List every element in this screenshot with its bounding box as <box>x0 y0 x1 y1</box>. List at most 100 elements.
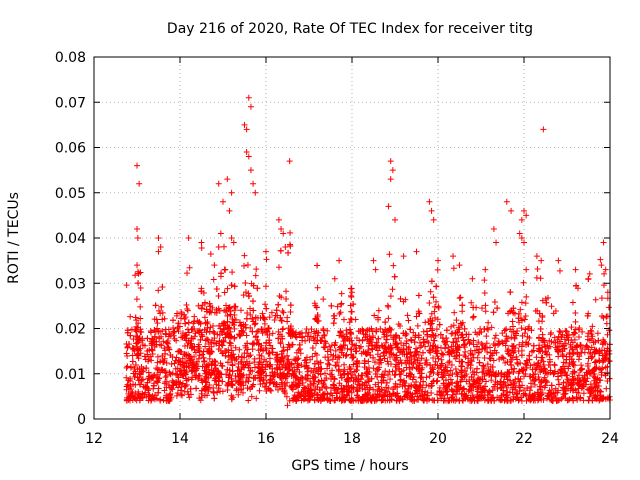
data-point <box>145 369 152 376</box>
data-point <box>134 225 140 232</box>
data-point <box>332 347 339 354</box>
data-point <box>283 288 290 295</box>
data-point <box>445 359 452 366</box>
data-point <box>133 340 140 347</box>
data-point <box>426 373 433 380</box>
data-point <box>391 273 398 280</box>
data-point <box>327 346 334 353</box>
data-point <box>495 370 502 377</box>
data-point <box>389 286 396 293</box>
data-point <box>434 316 441 323</box>
data-point <box>247 305 254 312</box>
data-point <box>298 362 305 369</box>
data-point <box>457 294 464 301</box>
data-point <box>547 362 554 369</box>
data-point <box>215 180 222 187</box>
x-tick-label: 14 <box>171 431 189 447</box>
data-point <box>228 282 235 289</box>
data-point <box>469 314 476 321</box>
data-point <box>155 235 162 241</box>
data-point <box>344 345 351 352</box>
data-point <box>163 359 170 366</box>
data-point <box>220 198 226 205</box>
data-point <box>556 328 563 335</box>
data-point <box>585 275 592 282</box>
data-point <box>182 383 189 390</box>
data-point <box>404 312 411 319</box>
data-point <box>215 293 222 300</box>
data-point <box>286 158 293 165</box>
data-point <box>254 285 261 292</box>
data-point <box>431 337 438 344</box>
data-point <box>377 325 384 332</box>
data-point <box>244 310 251 317</box>
data-point <box>271 317 278 324</box>
data-point <box>224 386 231 393</box>
data-point <box>469 275 476 282</box>
data-point <box>470 313 477 320</box>
data-point <box>330 320 337 327</box>
data-point <box>369 334 376 341</box>
data-point <box>482 302 489 309</box>
data-point <box>244 261 251 268</box>
data-point <box>592 383 599 390</box>
data-point <box>183 302 190 309</box>
data-point <box>459 308 466 315</box>
data-point <box>386 368 393 375</box>
data-point <box>503 198 510 205</box>
data-point <box>456 262 463 269</box>
data-point <box>382 319 389 326</box>
data-point <box>508 207 515 214</box>
data-point <box>405 317 412 324</box>
data-point <box>334 303 341 310</box>
data-point <box>453 369 460 376</box>
data-point <box>245 94 252 101</box>
data-point <box>134 262 140 269</box>
data-point <box>527 373 534 380</box>
data-point <box>520 279 527 286</box>
data-point <box>563 356 570 363</box>
data-point <box>375 307 382 314</box>
data-point <box>491 299 498 306</box>
data-point <box>129 358 136 365</box>
data-point <box>341 361 348 368</box>
data-point <box>459 302 466 309</box>
data-point <box>518 325 525 332</box>
data-point <box>236 346 243 353</box>
data-point <box>262 301 269 308</box>
data-point <box>237 307 244 314</box>
data-point <box>308 381 315 388</box>
data-point <box>170 317 177 324</box>
data-point <box>540 126 547 133</box>
data-point <box>347 285 354 292</box>
data-point <box>336 257 343 264</box>
data-point <box>547 389 554 396</box>
data-point <box>231 334 238 341</box>
data-point <box>247 103 254 110</box>
data-point <box>448 323 455 330</box>
data-point <box>431 303 438 310</box>
data-point <box>471 347 478 354</box>
data-point <box>458 321 465 328</box>
data-point <box>224 285 231 292</box>
data-point <box>521 316 528 323</box>
data-point <box>310 380 317 387</box>
data-point <box>433 283 440 290</box>
data-point <box>279 308 286 315</box>
data-point <box>263 256 270 263</box>
data-point <box>474 365 481 372</box>
data-point <box>462 353 469 360</box>
y-tick-label: 0.05 <box>55 186 86 202</box>
data-point <box>435 304 442 311</box>
data-point <box>217 230 224 237</box>
data-point <box>451 309 458 316</box>
data-point <box>277 247 284 254</box>
data-point <box>550 310 557 317</box>
data-point <box>417 344 424 351</box>
data-point <box>403 364 410 371</box>
data-point <box>127 313 134 320</box>
data-point <box>485 326 492 333</box>
data-point <box>235 391 242 398</box>
data-point <box>242 280 249 287</box>
data-point <box>152 302 159 309</box>
